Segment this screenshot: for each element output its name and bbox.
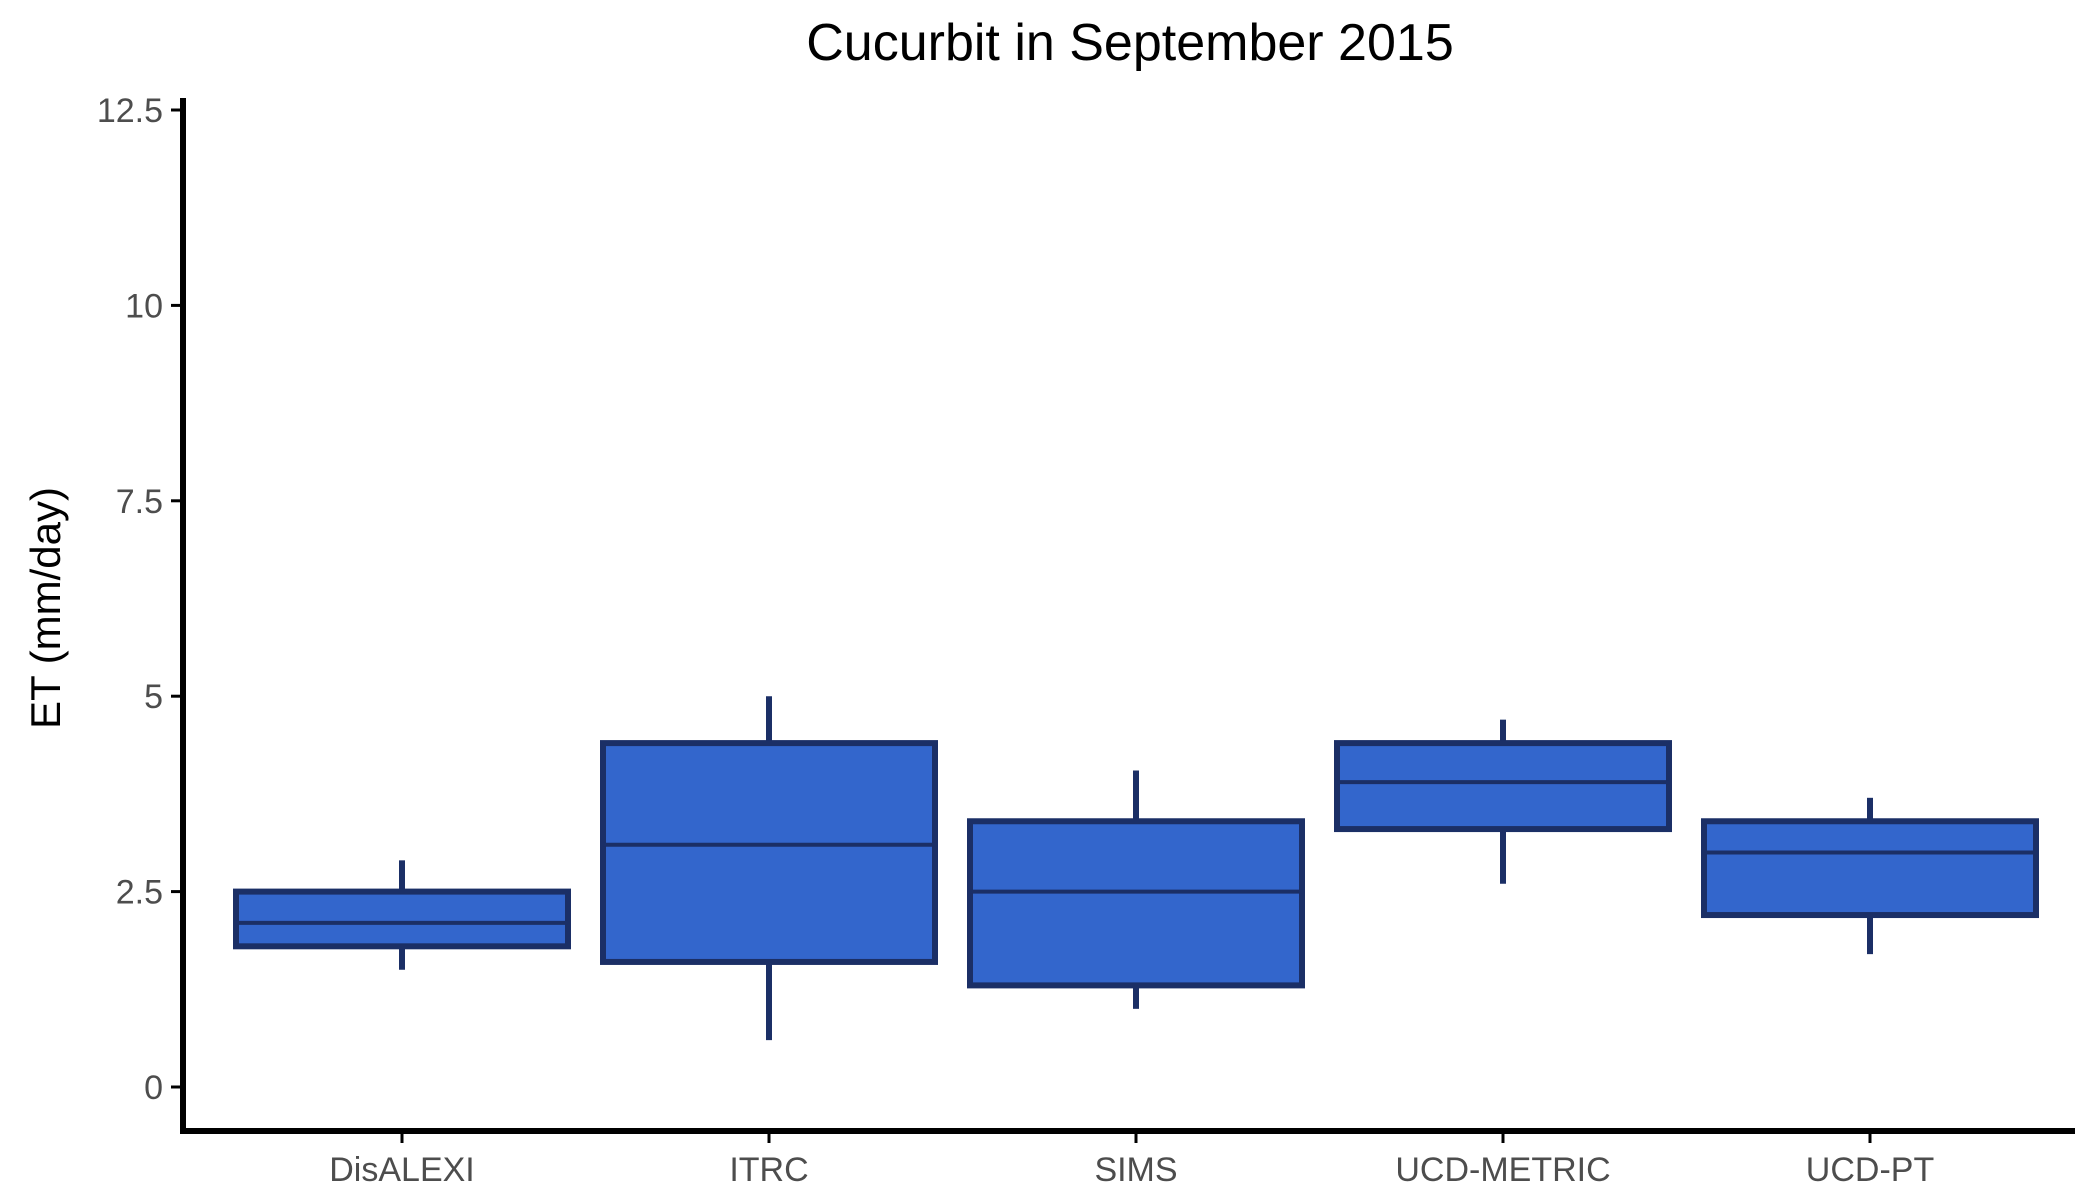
x-tick-label: DisALEXI xyxy=(329,1151,475,1189)
box xyxy=(600,740,938,965)
y-tick-label: 12.5 xyxy=(97,92,163,130)
y-tick-label: 0 xyxy=(144,1069,163,1107)
y-axis-title: ET (mm/day) xyxy=(22,487,69,729)
box xyxy=(1701,818,2039,919)
y-tick-label: 5 xyxy=(144,678,163,716)
x-tick-label: UCD-METRIC xyxy=(1395,1151,1610,1189)
x-tick-label: UCD-PT xyxy=(1806,1151,1934,1189)
y-tick-label: 7.5 xyxy=(116,483,163,521)
x-tick-label: ITRC xyxy=(729,1151,808,1189)
box xyxy=(233,888,571,950)
box xyxy=(1334,740,1672,833)
y-tick-label: 2.5 xyxy=(116,874,163,912)
plot-area: 0 2.5 5 7.5 10 12.5 DisALEXI ITRC SIMS UCD-METRIC… xyxy=(97,92,2075,1189)
y-tick-label: 10 xyxy=(125,287,163,325)
box xyxy=(967,818,1305,989)
x-tick-label: SIMS xyxy=(1094,1151,1177,1189)
chart-title: Cucurbit in September 2015 xyxy=(806,14,1454,72)
